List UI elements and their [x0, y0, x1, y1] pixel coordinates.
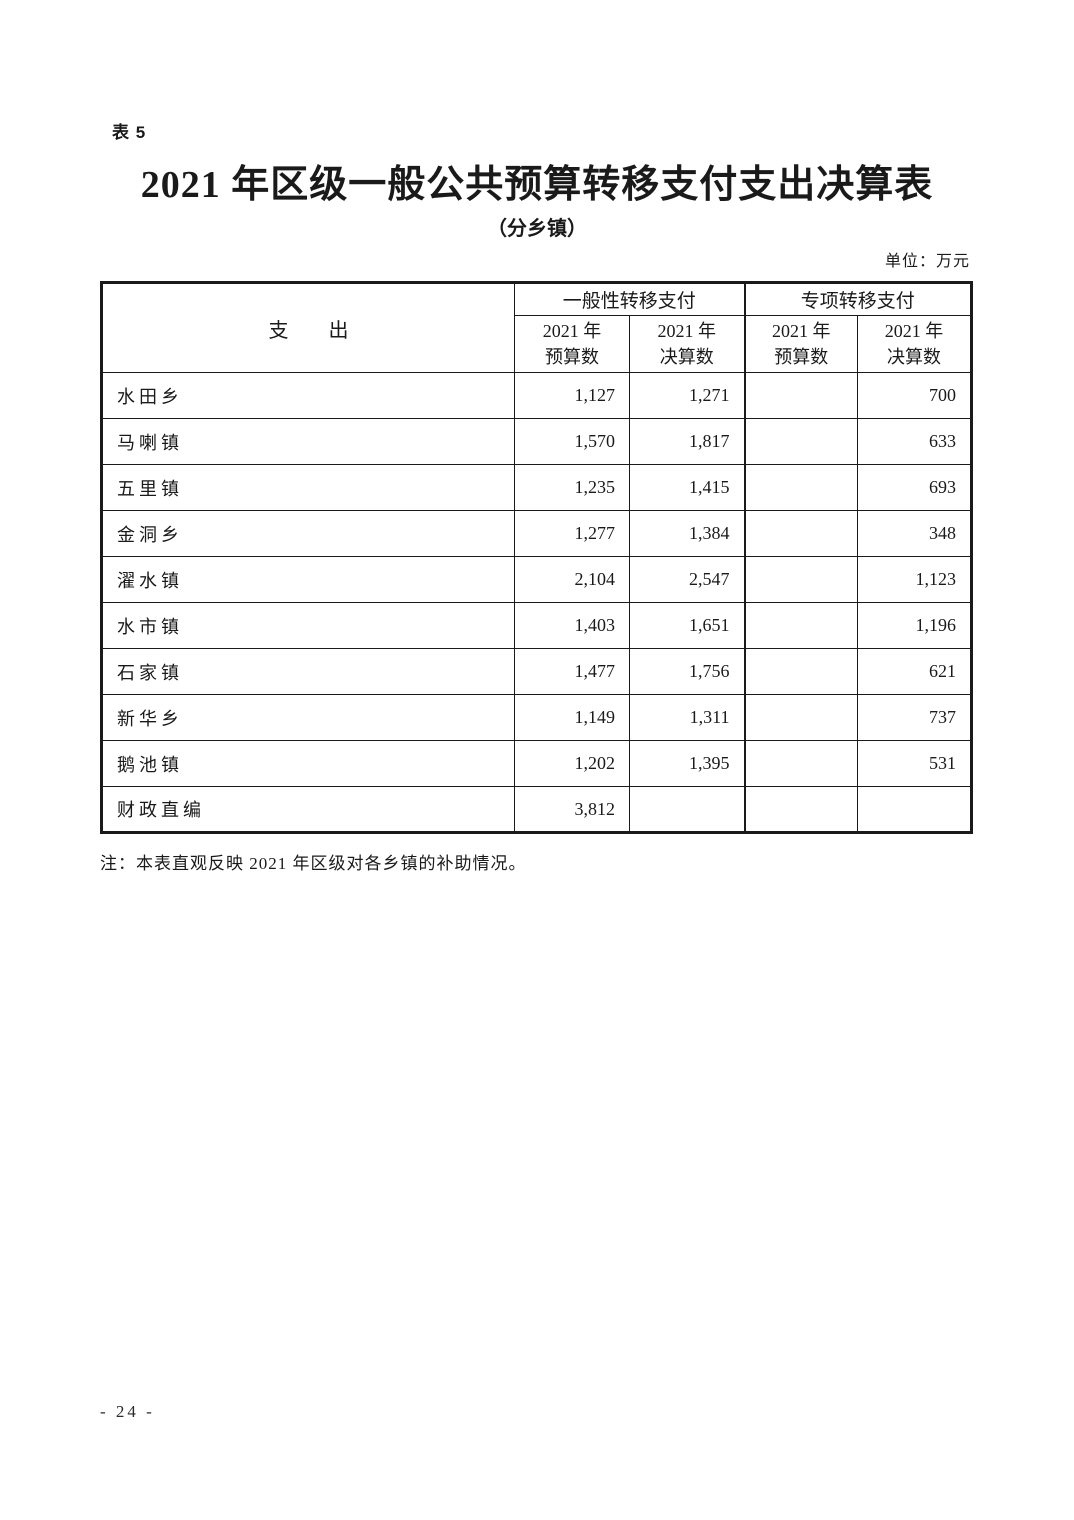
cell-value: 633 [857, 418, 973, 465]
cell-value: 1,271 [628, 372, 746, 419]
table-row: 鹅池镇 1,202 1,395 531 [101, 740, 973, 787]
header-line: 2021 年 [657, 321, 717, 341]
cell-value [743, 372, 859, 419]
table-row: 新华乡 1,149 1,311 737 [101, 694, 973, 741]
page-number: - 24 - [100, 1402, 155, 1421]
cell-value: 1,149 [514, 694, 630, 741]
row-label: 濯水镇 [101, 556, 515, 603]
cell-value: 1,202 [514, 740, 630, 787]
cell-value [743, 786, 859, 833]
cell-value: 1,384 [628, 510, 746, 557]
table-row: 财政直编 3,812 [101, 786, 973, 833]
row-label: 金洞乡 [101, 510, 515, 557]
table-number-label: 表 5 [112, 123, 147, 142]
row-label: 五里镇 [101, 464, 515, 511]
page-title: 2021 年区级一般公共预算转移支付支出决算表 [140, 164, 934, 206]
row-label: 鹅池镇 [101, 740, 515, 787]
table-row: 马喇镇 1,570 1,817 633 [101, 418, 973, 465]
cell-value: 531 [857, 740, 973, 787]
header-line: 2021 年 [772, 321, 831, 341]
cell-value: 1,277 [514, 510, 630, 557]
cell-value [743, 694, 859, 741]
unit-note: 单位：万元 [884, 253, 970, 270]
cell-value: 348 [857, 510, 973, 557]
cell-value: 1,395 [628, 740, 746, 787]
cell-value: 1,415 [628, 464, 746, 511]
table-row: 水市镇 1,403 1,651 1,196 [101, 602, 973, 649]
cell-value [743, 510, 859, 557]
cell-value: 621 [857, 648, 973, 695]
cell-value [743, 464, 859, 511]
header-line: 2021 年 [884, 321, 944, 341]
row-label: 新华乡 [101, 694, 515, 741]
cell-value [743, 648, 859, 695]
header-general-final: 2021 年决算数 [628, 315, 746, 373]
row-label: 马喇镇 [101, 418, 515, 465]
footnote: 注：本表直观反映 2021 年区级对各乡镇的补助情况。 [100, 854, 527, 873]
table-header-sub-row: 2021 年预算数 2021 年决算数 2021 年预算数 2021 年决算数 [102, 315, 973, 373]
header-group-special-transfer: 专项转移支付 [743, 282, 973, 316]
cell-value: 1,570 [514, 418, 630, 465]
cell-value: 1,651 [628, 602, 746, 649]
header-special-budget: 2021 年预算数 [743, 315, 859, 373]
cell-value: 1,235 [514, 464, 630, 511]
header-line: 预算数 [774, 347, 829, 367]
header-general-budget: 2021 年预算数 [514, 315, 630, 373]
header-line: 2021 年 [542, 321, 602, 341]
transfer-payment-table: 支 出 一般性转移支付 专项转移支付 2021 年预算数 2021 年决算数 2… [100, 281, 974, 834]
cell-value: 1,196 [857, 602, 973, 649]
header-line: 决算数 [659, 347, 714, 367]
table-row: 五里镇 1,235 1,415 693 [101, 464, 973, 511]
header-expenditure: 支 出 [101, 282, 515, 373]
cell-value [857, 786, 973, 833]
cell-value: 1,817 [628, 418, 746, 465]
cell-value [628, 786, 746, 833]
cell-value: 1,756 [628, 648, 746, 695]
cell-value: 1,127 [514, 372, 630, 419]
cell-value: 1,311 [628, 694, 746, 741]
cell-value: 693 [857, 464, 973, 511]
cell-value: 737 [857, 694, 973, 741]
cell-value [743, 418, 859, 465]
cell-value: 1,123 [857, 556, 973, 603]
header-line: 预算数 [545, 347, 599, 367]
cell-value: 700 [857, 372, 973, 419]
table-header-group-row: 支 出 一般性转移支付 专项转移支付 [101, 282, 973, 373]
table-row: 水田乡 1,127 1,271 700 [101, 372, 973, 419]
table-body: 水田乡 1,127 1,271 700 马喇镇 1,570 1,817 633 … [101, 372, 973, 833]
cell-value: 1,477 [514, 648, 630, 695]
table-row: 金洞乡 1,277 1,384 348 [101, 510, 973, 557]
header-group-general-transfer: 一般性转移支付 [513, 282, 746, 316]
cell-value: 3,812 [514, 786, 630, 833]
row-label: 石家镇 [101, 648, 515, 695]
row-label: 水田乡 [101, 372, 515, 419]
cell-value [743, 740, 859, 787]
page-subtitle: （分乡镇） [487, 218, 587, 240]
header-line: 决算数 [887, 347, 942, 367]
row-label: 水市镇 [101, 602, 515, 649]
row-label: 财政直编 [101, 786, 515, 833]
table-row: 石家镇 1,477 1,756 621 [101, 648, 973, 695]
cell-value [743, 556, 859, 603]
cell-value: 1,403 [514, 602, 630, 649]
cell-value: 2,547 [628, 556, 746, 603]
table-header: 支 出 一般性转移支付 专项转移支付 2021 年预算数 2021 年决算数 2… [101, 282, 973, 373]
cell-value [743, 602, 859, 649]
cell-value: 2,104 [514, 556, 630, 603]
table-row: 濯水镇 2,104 2,547 1,123 [101, 556, 973, 603]
header-special-final: 2021 年决算数 [857, 315, 973, 373]
